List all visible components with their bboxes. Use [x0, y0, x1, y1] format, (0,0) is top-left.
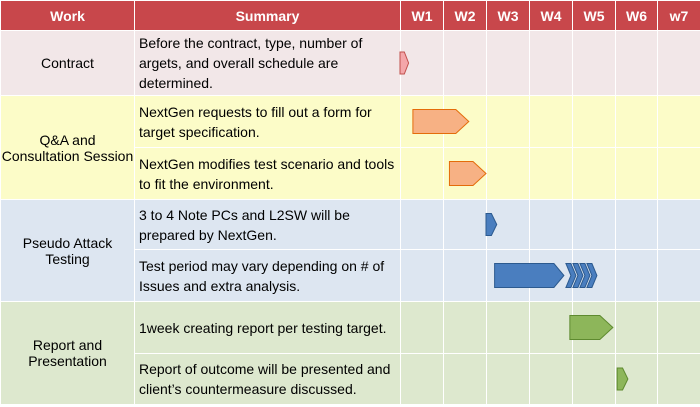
work-report: Report and Presentation — [0, 301, 135, 405]
table-row: Contract Before the contract, type, numb… — [0, 30, 700, 96]
table-row: Test period may vary depending on # of I… — [1, 249, 700, 302]
work-qa: Q&A and Consultation Session — [0, 95, 135, 200]
week-header-2: W2 — [443, 0, 487, 31]
summary-cell: Report of outcome will be presented and … — [134, 353, 401, 405]
summary-cell: Test period may vary depending on # of I… — [134, 249, 401, 302]
summary-cell: 3 to 4 Note PCs and L2SW will be prepare… — [134, 199, 401, 250]
summary-cell: 1week creating report per testing target… — [134, 301, 401, 354]
week-header-3: W3 — [486, 0, 530, 31]
work-pseudo: Pseudo Attack Testing — [0, 199, 135, 302]
summary-cell: Before the contract, type, number of arg… — [134, 30, 401, 96]
work-header: Work — [0, 0, 135, 31]
header-row: Work Summary W1 W2 W3 W4 W5 W6 w7 — [0, 0, 700, 31]
table-row: Report and Presentation 1week creating r… — [0, 301, 700, 405]
summary-cell: NextGen requests to fill out a form for … — [134, 95, 401, 148]
work-contract: Contract — [0, 30, 135, 96]
week-header-5: W5 — [572, 0, 616, 31]
summary-cell: NextGen modifies test scenario and tools… — [134, 147, 401, 200]
summary-header: Summary — [134, 0, 401, 31]
week-header-4: W4 — [529, 0, 573, 31]
table-row: Pseudo Attack Testing 3 to 4 Note PCs an… — [0, 199, 700, 302]
week-header-1: W1 — [400, 0, 444, 31]
week-header-6: W6 — [615, 0, 658, 31]
table-row: Q&A and Consultation Session NextGen req… — [0, 95, 700, 200]
table-row: Report of outcome will be presented and … — [1, 353, 700, 405]
week-header-7: w7 — [657, 0, 700, 31]
